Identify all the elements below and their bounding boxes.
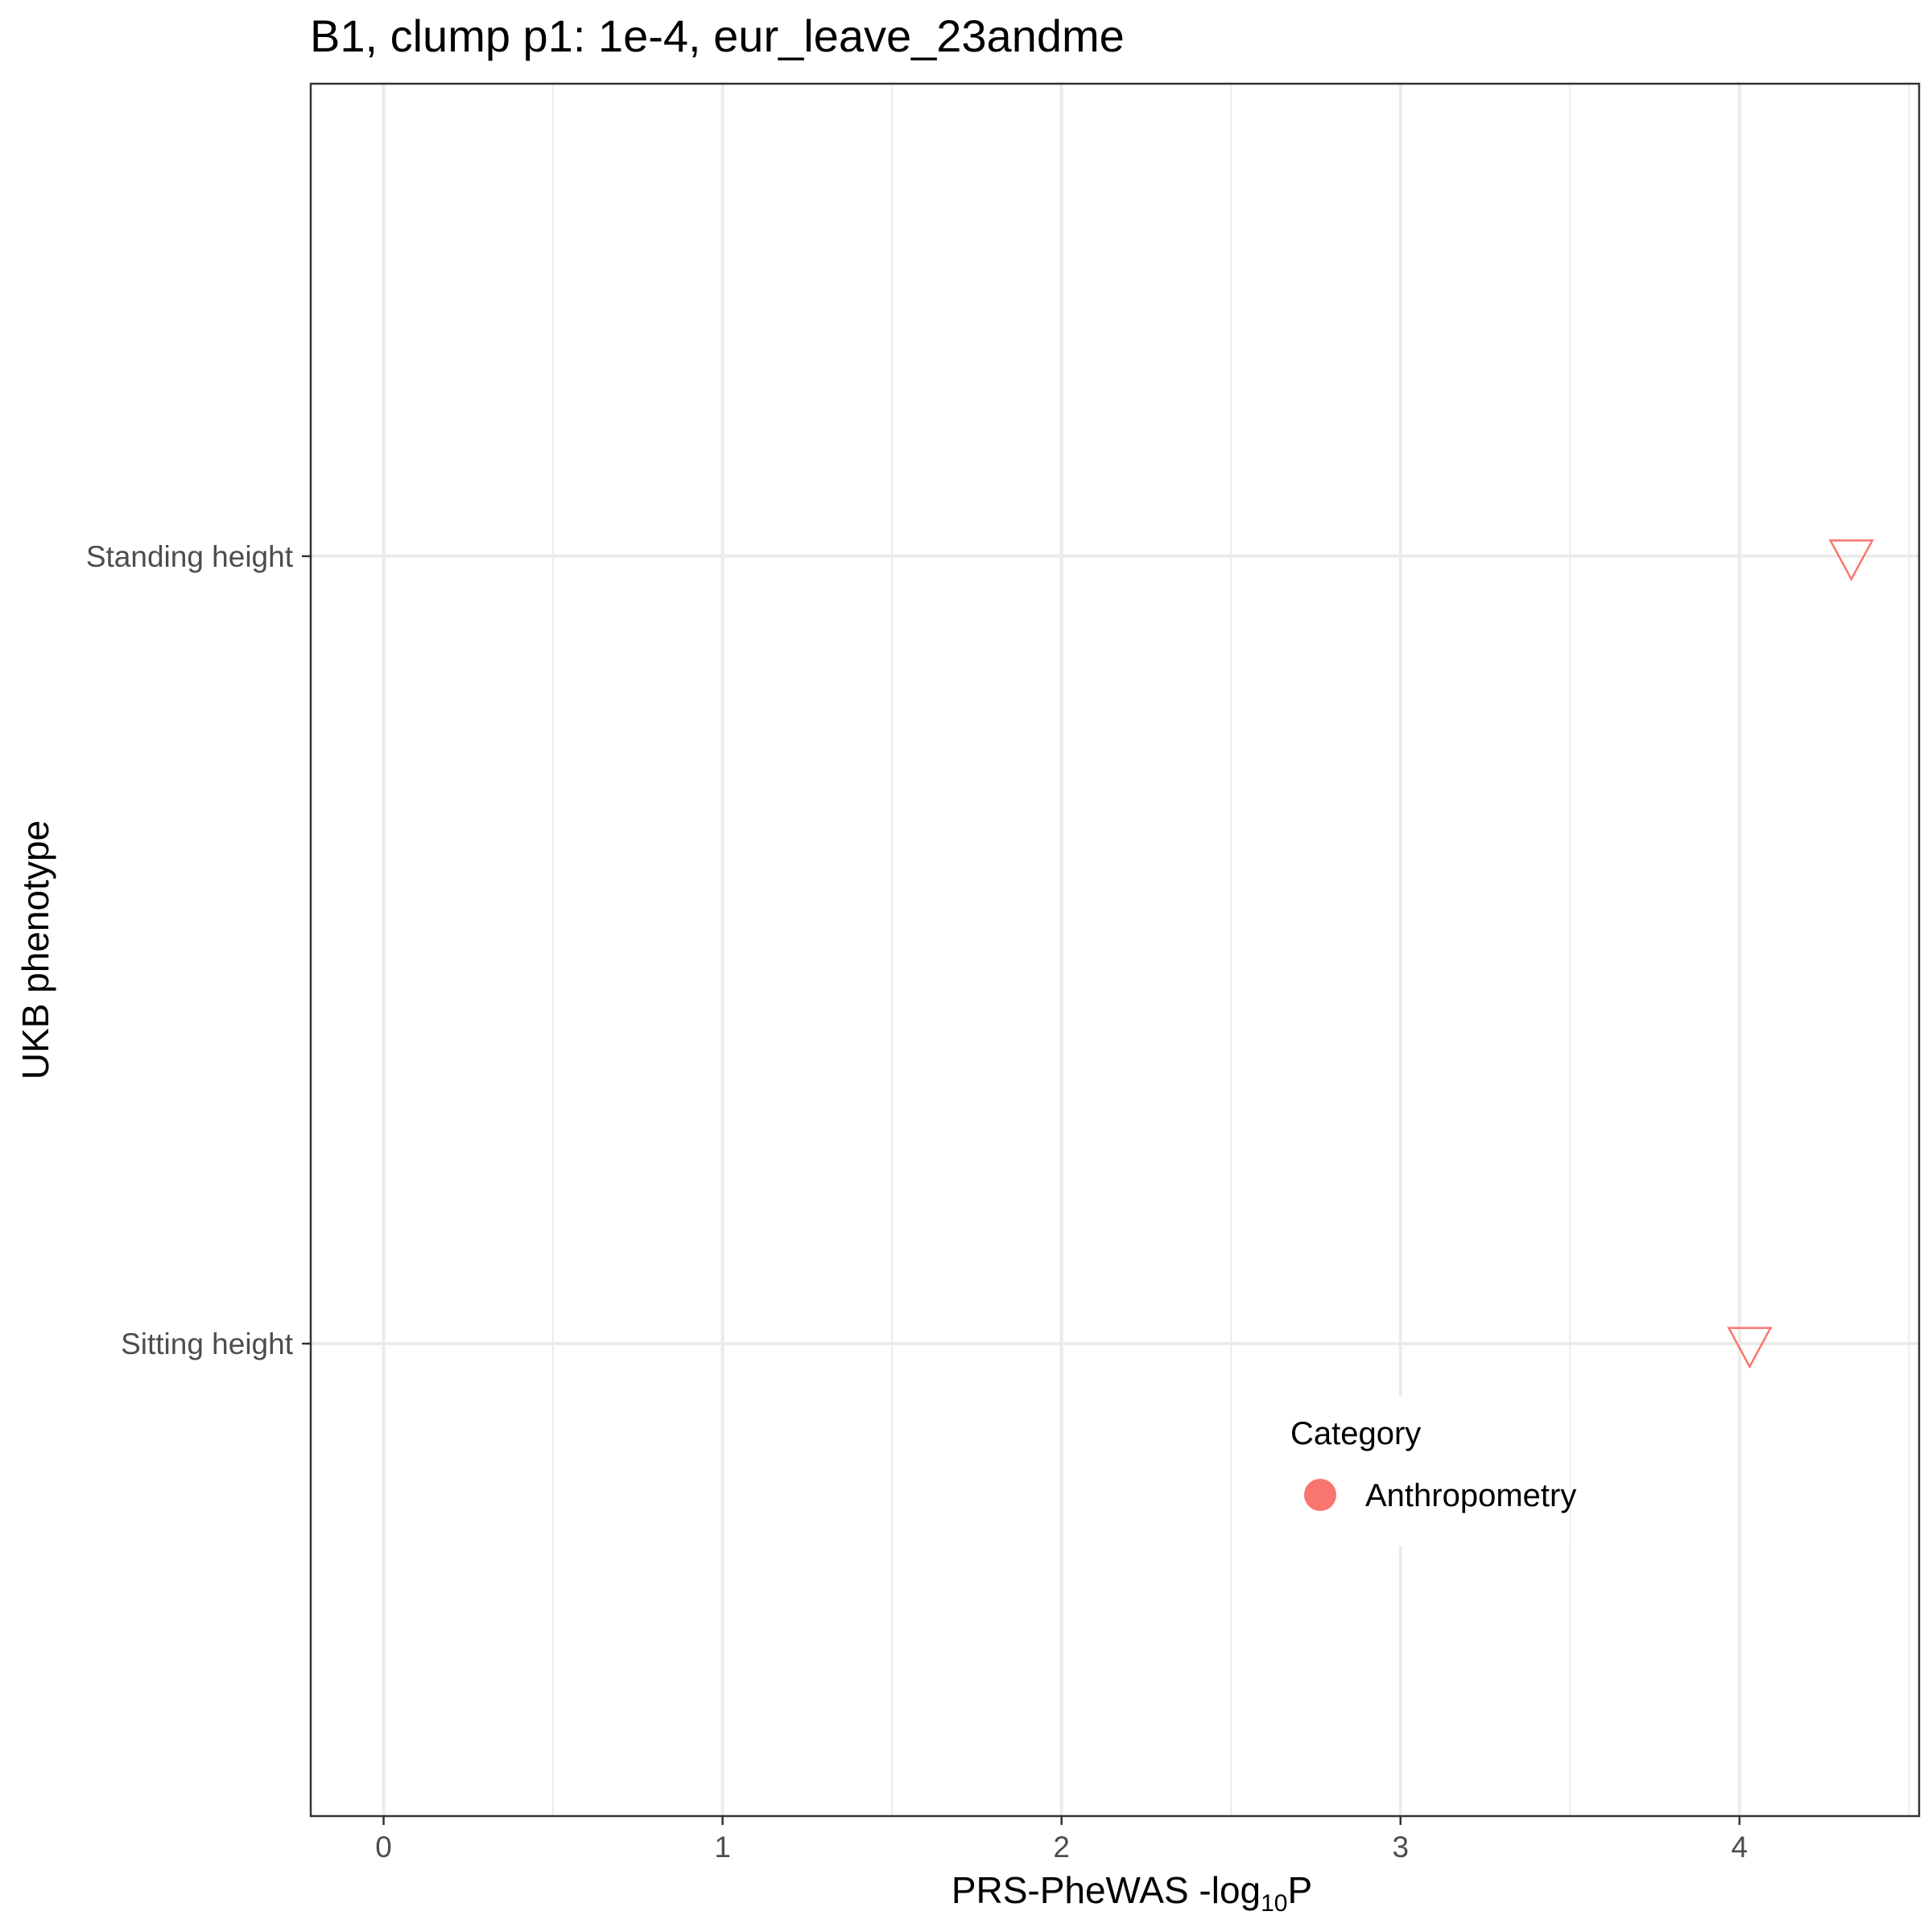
y-tick-label-0: Sitting height bbox=[121, 1327, 294, 1360]
legend-background bbox=[1272, 1397, 1570, 1546]
x-tick-label-2: 2 bbox=[1053, 1831, 1070, 1864]
y-tick-label-1: Standing height bbox=[86, 540, 294, 573]
x-axis-title-tail: P bbox=[1288, 1869, 1313, 1911]
data-point-standing-height bbox=[1828, 539, 1874, 582]
legend: Category Anthropometry bbox=[1272, 1397, 1576, 1546]
x-tick-label-0: 0 bbox=[375, 1831, 392, 1864]
legend-key-anthropometry bbox=[1304, 1479, 1336, 1511]
x-tick-label-3: 3 bbox=[1392, 1831, 1409, 1864]
x-axis-title: PRS-PheWAS -log10P bbox=[952, 1869, 1312, 1917]
plot-panel-border bbox=[309, 82, 1921, 1818]
data-point-sitting-height bbox=[1727, 1327, 1773, 1369]
chart-title: B1, clump p1: 1e-4, eur_leave_23andme bbox=[310, 10, 1125, 61]
y-axis-title: UKB phenotype bbox=[14, 820, 56, 1080]
x-axis-ticks: 0 1 2 3 4 bbox=[375, 1816, 1748, 1864]
x-tick-label-4: 4 bbox=[1732, 1831, 1748, 1864]
data-points bbox=[1727, 539, 1874, 1369]
x-tick-label-1: 1 bbox=[714, 1831, 731, 1864]
legend-title: Category bbox=[1290, 1416, 1421, 1451]
x-axis-title-main: PRS-PheWAS -log bbox=[952, 1869, 1261, 1911]
legend-label-anthropometry: Anthropometry bbox=[1365, 1478, 1576, 1513]
minor-grid bbox=[552, 84, 1910, 1816]
x-axis-title-subscript: 10 bbox=[1261, 1890, 1287, 1917]
y-axis-ticks: Sitting height Standing height bbox=[86, 540, 311, 1360]
